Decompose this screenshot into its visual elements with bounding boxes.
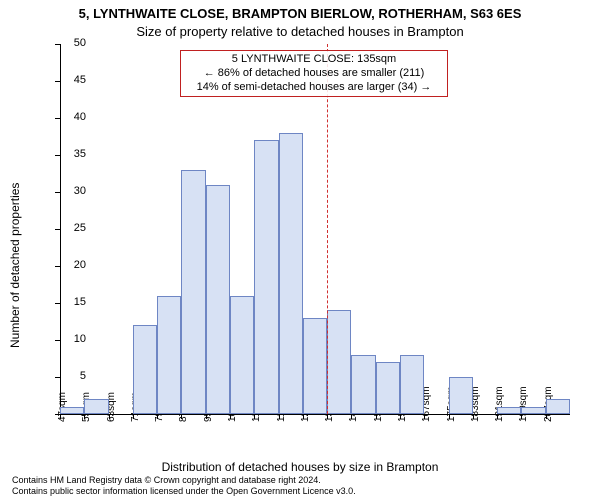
y-tick-label: 10 [56, 333, 86, 345]
y-tick-mark [55, 340, 60, 341]
histogram-bar [230, 296, 254, 414]
histogram-bar [254, 140, 278, 414]
y-tick-mark [55, 266, 60, 267]
y-tick-mark [55, 192, 60, 193]
y-tick-label: 15 [56, 296, 86, 308]
histogram-bar [279, 133, 303, 414]
histogram-bar [206, 185, 230, 414]
y-tick-label: 45 [56, 74, 86, 86]
histogram-bar [351, 355, 375, 414]
y-tick-label: 50 [56, 37, 86, 49]
y-tick-label: 5 [56, 370, 86, 382]
histogram-bar [327, 310, 351, 414]
y-tick-mark [55, 81, 60, 82]
annotation-line2: ← 86% of detached houses are smaller (21… [185, 67, 443, 81]
chart-subtitle: Size of property relative to detached ho… [0, 24, 600, 39]
histogram-bar [546, 399, 570, 414]
histogram-bar [60, 407, 84, 414]
address-title: 5, LYNTHWAITE CLOSE, BRAMPTON BIERLOW, R… [0, 6, 600, 21]
y-tick-mark [55, 118, 60, 119]
reference-line [327, 44, 328, 414]
annotation-line1: 5 LYNTHWAITE CLOSE: 135sqm [185, 53, 443, 67]
histogram-bar [497, 407, 521, 414]
y-tick-label: 25 [56, 222, 86, 234]
y-tick-mark [55, 229, 60, 230]
histogram-bar [449, 377, 473, 414]
chart-container: { "title1": "5, LYNTHWAITE CLOSE, BRAMPT… [0, 0, 600, 500]
y-tick-mark [55, 377, 60, 378]
y-tick-mark [55, 44, 60, 45]
footer-line2: Contains public sector information licen… [12, 486, 592, 496]
histogram-bar [303, 318, 327, 414]
histogram-bar [157, 296, 181, 414]
histogram-bar [181, 170, 205, 414]
histogram-bar [133, 325, 157, 414]
annotation-line3: 14% of semi-detached houses are larger (… [185, 81, 443, 95]
annotation-box: 5 LYNTHWAITE CLOSE: 135sqm ← 86% of deta… [180, 50, 448, 97]
histogram-bar [84, 399, 108, 414]
y-tick-label: 40 [56, 111, 86, 123]
y-tick-label: 35 [56, 148, 86, 160]
y-tick-mark [55, 155, 60, 156]
y-axis-label: Number of detached properties [8, 183, 22, 348]
histogram-bar [400, 355, 424, 414]
y-tick-label: 30 [56, 185, 86, 197]
footer-line1: Contains HM Land Registry data © Crown c… [12, 475, 592, 485]
y-tick-label: 20 [56, 259, 86, 271]
attribution-footer: Contains HM Land Registry data © Crown c… [12, 475, 592, 496]
x-axis-label: Distribution of detached houses by size … [0, 460, 600, 474]
y-tick-mark [55, 303, 60, 304]
histogram-bar [376, 362, 400, 414]
histogram-bar [521, 407, 545, 414]
